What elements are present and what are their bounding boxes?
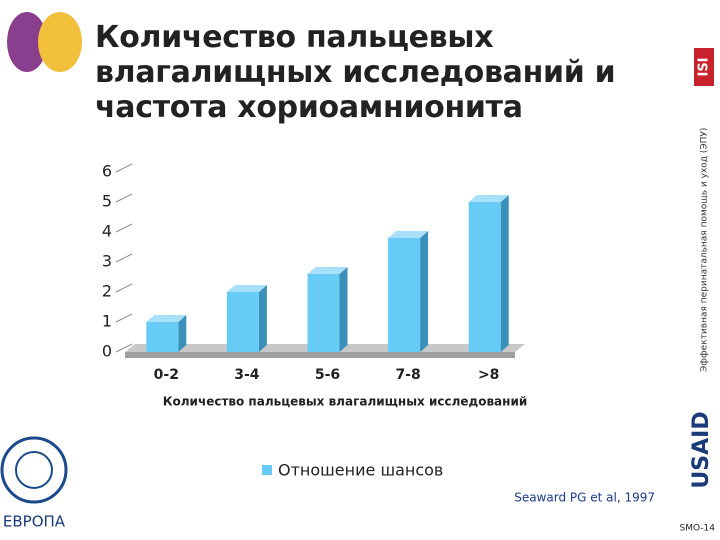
x-tick-label: 0-2 — [154, 367, 179, 383]
tick-mark — [115, 163, 133, 173]
bar-side — [339, 267, 348, 352]
bar-top — [226, 285, 267, 292]
side-text: Эффективная перинатальная помощь и уход … — [700, 128, 710, 372]
legend-label: Отношение шансов — [278, 461, 443, 480]
who-emblem — [0, 436, 68, 504]
y-tick-label: 0 — [102, 342, 112, 361]
logo-box — [694, 48, 714, 86]
legend-swatch — [262, 465, 272, 475]
x-tick-label: >8 — [478, 367, 499, 383]
bar-side — [420, 231, 429, 352]
y-tick-label: 5 — [102, 192, 112, 211]
bar — [468, 202, 501, 352]
bar-top — [307, 267, 348, 274]
floor — [125, 352, 515, 358]
region-label: ЕВРОПА — [3, 513, 66, 531]
bar-side — [178, 315, 187, 352]
logo-top: ISI — [697, 57, 712, 76]
tick-mark — [115, 313, 133, 323]
citation: Seaward PG et al, 1997 — [514, 491, 655, 505]
y-tick-label: 6 — [102, 162, 112, 181]
tick-mark — [115, 223, 133, 233]
bar — [388, 238, 421, 352]
logo-shape — [7, 12, 47, 72]
slide-id: SMO-14 — [679, 524, 715, 534]
bar-top — [468, 195, 509, 202]
tick-mark — [115, 343, 133, 353]
tick-mark — [115, 283, 133, 293]
bar — [146, 322, 179, 352]
bar — [307, 274, 340, 352]
logo-shape — [38, 12, 82, 72]
slide-title: Количество пальцевых влагалищных исследо… — [95, 20, 616, 125]
y-tick-label: 3 — [102, 252, 112, 271]
bar — [226, 292, 259, 352]
tick-mark — [115, 253, 133, 263]
x-tick-label: 7-8 — [395, 367, 420, 383]
x-tick-label: 5-6 — [315, 367, 340, 383]
tick-mark — [115, 193, 133, 203]
y-tick-label: 1 — [102, 312, 112, 331]
bar-side — [500, 195, 509, 352]
bar-side — [258, 285, 267, 352]
bar-top — [388, 231, 429, 238]
logo-bottom: USAID — [689, 411, 714, 488]
x-axis-label: Количество пальцевых влагалищных исследо… — [163, 395, 528, 409]
who-emblem — [15, 451, 53, 489]
x-tick-label: 3-4 — [234, 367, 260, 383]
bar-top — [146, 315, 187, 322]
y-tick-label: 4 — [102, 222, 112, 241]
y-tick-label: 2 — [102, 282, 112, 301]
